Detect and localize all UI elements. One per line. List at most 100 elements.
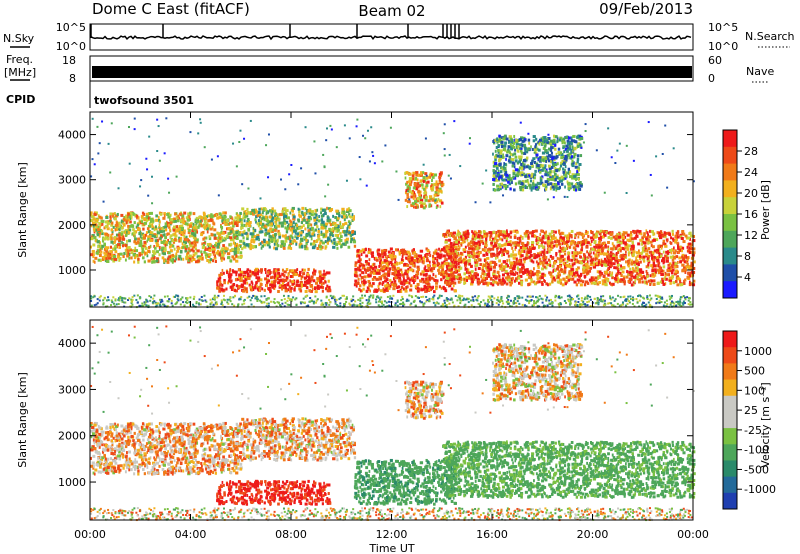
power-point — [402, 301, 405, 304]
power-point — [276, 239, 279, 243]
power-point — [490, 252, 494, 256]
power-point — [117, 298, 120, 301]
power-point — [326, 216, 330, 220]
power-point — [215, 303, 218, 306]
power-point — [312, 300, 315, 303]
power-point — [278, 285, 282, 289]
power-point — [368, 299, 371, 302]
power-point — [688, 297, 691, 300]
power-point — [190, 234, 193, 238]
power-point — [103, 251, 105, 255]
power-point — [127, 251, 130, 255]
power-point — [266, 243, 270, 247]
power-point — [111, 232, 114, 236]
power-point — [353, 237, 355, 241]
power-point — [354, 267, 358, 271]
power-point — [630, 244, 633, 248]
power-point — [652, 232, 655, 236]
power-point — [419, 198, 424, 202]
power-point — [507, 302, 510, 305]
power-point — [641, 251, 644, 255]
power-point — [638, 305, 641, 308]
power-point — [382, 303, 385, 306]
power-point — [317, 229, 320, 233]
power-point — [108, 220, 112, 224]
power-point — [96, 240, 100, 244]
power-point — [486, 303, 489, 306]
power-point — [486, 261, 489, 265]
power-point — [465, 270, 468, 274]
power-point — [266, 219, 270, 223]
power-point — [480, 275, 483, 279]
power-point — [285, 268, 289, 272]
power-point — [546, 250, 549, 254]
power-point — [305, 221, 309, 225]
power-point — [672, 281, 676, 285]
power-point — [434, 182, 438, 186]
power-point — [322, 281, 325, 285]
power-point — [258, 285, 261, 289]
power-point — [291, 213, 295, 217]
power-point — [307, 267, 310, 271]
power-point — [389, 279, 392, 283]
power-point — [465, 298, 468, 301]
power-point — [540, 297, 543, 300]
power-point — [498, 301, 501, 304]
power-point — [218, 239, 222, 243]
power-point — [281, 287, 284, 291]
power-point — [240, 276, 243, 280]
power-point — [147, 224, 152, 228]
power-point — [206, 258, 210, 262]
power-point — [321, 245, 324, 249]
power-point — [558, 270, 561, 274]
power-point — [218, 273, 221, 277]
power-point — [555, 267, 560, 271]
power-point — [337, 305, 340, 308]
power-point — [193, 295, 196, 298]
power-point — [190, 241, 194, 245]
power-point — [454, 269, 457, 273]
power-point — [425, 289, 428, 293]
power-point — [227, 302, 230, 305]
power-point — [256, 299, 259, 302]
power-point — [346, 208, 349, 212]
power-point — [400, 248, 404, 252]
power-point — [344, 233, 348, 237]
power-point — [243, 229, 246, 233]
power-point — [426, 276, 430, 280]
power-point — [433, 182, 436, 186]
power-point — [296, 279, 299, 283]
power-point — [292, 296, 295, 299]
power-point — [324, 240, 327, 244]
power-point — [216, 280, 219, 284]
power-point — [548, 250, 551, 254]
power-point — [248, 224, 251, 228]
power-point — [243, 281, 247, 285]
power-point — [294, 298, 297, 301]
power-point — [90, 213, 93, 217]
power-point — [569, 296, 572, 299]
power-point — [252, 232, 255, 236]
power-point — [365, 289, 369, 293]
power-point — [189, 244, 193, 248]
power-point — [310, 217, 313, 221]
power-point — [346, 227, 349, 231]
power-point — [615, 279, 618, 283]
power-point — [449, 234, 451, 238]
power-point — [612, 235, 616, 239]
power-point — [354, 279, 358, 283]
power-point — [121, 235, 125, 239]
power-point — [655, 302, 658, 305]
power-point — [624, 299, 627, 302]
power-point — [103, 256, 106, 260]
power-point — [510, 305, 513, 308]
power-point — [333, 241, 336, 245]
power-point — [364, 280, 367, 284]
power-point — [175, 254, 178, 258]
power-point — [268, 220, 272, 224]
power-point — [458, 294, 461, 297]
power-point — [275, 274, 279, 278]
power-point — [208, 248, 212, 252]
power-point — [432, 185, 435, 189]
power-point — [387, 270, 391, 274]
